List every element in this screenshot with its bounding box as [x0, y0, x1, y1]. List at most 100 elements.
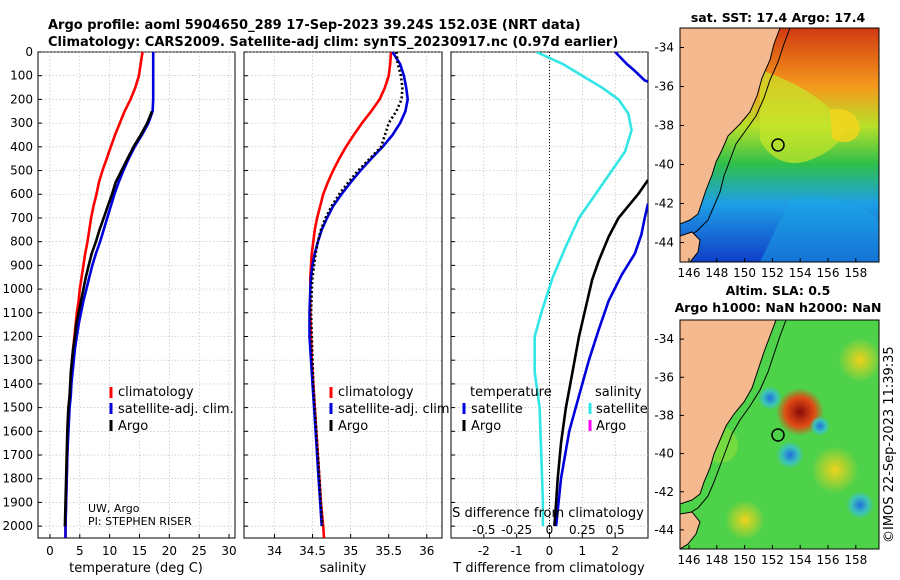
- temperature-tick-labels: 0 5 10 15 20 25 30: [46, 544, 237, 558]
- y-tick-label: 1200: [2, 329, 33, 343]
- s-difference-tick-label: 0.25: [569, 523, 596, 537]
- x-tick-label: 25: [192, 544, 207, 558]
- y-tick-label: 100: [10, 69, 33, 83]
- y-tick-label: 1700: [2, 448, 33, 462]
- x-tick-label: 15: [132, 544, 147, 558]
- credit-line2: PI: STEPHEN RISER: [88, 515, 192, 528]
- y-tick-label: 1600: [2, 424, 33, 438]
- lon-tick-label: 158: [844, 266, 867, 280]
- lon-tick-label: 148: [705, 553, 728, 567]
- sst-shelf-contour: [687, 28, 791, 239]
- x-tick-label: 36: [419, 544, 434, 558]
- y-tick-label: 1300: [2, 353, 33, 367]
- sla-map-title-line2: Argo h1000: NaN h2000: NaN: [675, 300, 882, 315]
- x-tick-label: -2: [478, 544, 490, 558]
- sst-map-title: sat. SST: 17.4 Argo: 17.4: [691, 10, 866, 25]
- salinity-panel: 34 34.5 35 35.5 36 climatology satellite-adj…: [243, 51, 454, 576]
- difference-legend: temperature satellite Argo salinity sate…: [462, 385, 648, 434]
- x-tick-label: 35.5: [375, 544, 402, 558]
- salinity-x-label: salinity: [320, 561, 367, 576]
- lat-tick-label: -44: [654, 236, 674, 250]
- lat-tick-label: -42: [654, 197, 674, 211]
- sst-lat-tick-labels: -34 -36 -38 -40 -42 -44: [654, 41, 684, 250]
- figure-title-line1: Argo profile: aoml 5904650_289 17-Sep-20…: [48, 18, 581, 33]
- x-tick-label: -1: [511, 544, 523, 558]
- sla-map-title-line1: Altim. SLA: 0.5: [726, 283, 831, 298]
- lat-tick-label: -36: [654, 80, 674, 94]
- t-difference-x-label: T difference from climatology: [452, 561, 645, 576]
- credit-line1: UW, Argo: [88, 502, 140, 515]
- series-line-s-satellite: [533, 52, 633, 527]
- difference-panel: -2 -1 0 1 2 -0.5 -0.25 0 0.25 0.5 temperature sa…: [450, 51, 649, 576]
- x-tick-label: 30: [221, 544, 236, 558]
- lon-tick-label: 152: [761, 266, 784, 280]
- x-tick-label: 10: [102, 544, 117, 558]
- sst-lon-tick-labels: 146 148 150 152 154 156 158: [678, 258, 867, 280]
- salinity-tick-labels: 34 34.5 35 35.5 36: [267, 544, 435, 558]
- s-difference-tick-labels: -0.5 -0.25 0 0.25 0.5: [472, 523, 625, 537]
- lat-tick-label: -44: [654, 523, 674, 537]
- lat-tick-label: -34: [654, 332, 674, 346]
- lon-tick-label: 152: [761, 553, 784, 567]
- y-tick-label: 600: [10, 187, 33, 201]
- lat-tick-label: -38: [654, 119, 674, 133]
- x-tick-label: 5: [76, 544, 84, 558]
- sla-map: Altim. SLA: 0.5 Argo h1000: NaN h2000: N…: [654, 283, 882, 567]
- x-tick-label: 0: [46, 544, 54, 558]
- sla-lon-tick-labels: 146 148 150 152 154 156 158: [678, 545, 867, 567]
- y-tick-label: 700: [10, 211, 33, 225]
- lat-tick-label: -40: [654, 447, 674, 461]
- y-tick-label: 300: [10, 116, 33, 130]
- y-tick-label: 2000: [2, 519, 33, 533]
- y-tick-label: 900: [10, 258, 33, 272]
- timestamp-label: ©IMOS 22-Sep-2023 11:39:35: [882, 346, 897, 543]
- sla-shelf-contour: [687, 320, 787, 515]
- legend-s-satellite-label: satellite: [596, 402, 648, 417]
- sst-land: [680, 28, 781, 225]
- legend-t-argo-label: Argo: [471, 419, 501, 434]
- lon-tick-label: 150: [733, 553, 756, 567]
- series-line-t-satellite: [554, 203, 648, 527]
- s-difference-tick-label: 0: [546, 523, 554, 537]
- legend-climatology-label: climatology: [338, 385, 414, 400]
- x-tick-label: 34: [267, 544, 282, 558]
- x-tick-label: 1: [579, 544, 587, 558]
- lon-tick-label: 154: [789, 553, 812, 567]
- lat-tick-label: -38: [654, 408, 674, 422]
- temperature-panel: 0100200300400500600700800900100011001200…: [2, 45, 236, 576]
- series-line-argo: [309, 52, 404, 527]
- legend-argo-label: Argo: [118, 419, 148, 434]
- x-tick-label: 35: [343, 544, 358, 558]
- difference-lines: [533, 52, 648, 527]
- temperature-x-label: temperature (deg C): [69, 561, 203, 576]
- x-tick-label: 0: [546, 544, 554, 558]
- y-tick-label: 1400: [2, 377, 33, 391]
- lat-tick-label: -42: [654, 485, 674, 499]
- temperature-lines: [63, 52, 155, 538]
- legend-temperature-header: temperature: [470, 385, 552, 400]
- lon-tick-label: 156: [817, 553, 840, 567]
- figure-title-line2: Climatology: CARS2009. Satellite-adj cli…: [48, 35, 618, 50]
- legend-salinity-header: salinity: [595, 385, 642, 400]
- sst-argo-location: [771, 138, 785, 152]
- x-tick-label: 2: [611, 544, 619, 558]
- depth-tick-labels: 0 100 200 300 400 500 600 700 800 900 1000 1100 1200…: [2, 45, 33, 533]
- lon-tick-label: 146: [678, 553, 701, 567]
- sla-land: [680, 320, 777, 505]
- y-tick-label: 400: [10, 140, 33, 154]
- lon-tick-label: 156: [817, 266, 840, 280]
- s-difference-tick-label: -0.25: [501, 523, 532, 537]
- legend-argo-label: Argo: [338, 419, 368, 434]
- series-line-t-satellite: [614, 52, 648, 83]
- y-tick-label: 1000: [2, 282, 33, 296]
- salinity-lines: [308, 52, 409, 538]
- y-tick-label: 1800: [2, 472, 33, 486]
- lon-tick-label: 158: [844, 553, 867, 567]
- lon-tick-label: 146: [678, 266, 701, 280]
- y-tick-label: 500: [10, 164, 33, 178]
- sla-argo-location: [771, 428, 785, 442]
- x-tick-label: 34.5: [299, 544, 326, 558]
- s-difference-axis-label: S difference from climatology: [452, 506, 644, 521]
- lon-tick-label: 150: [733, 266, 756, 280]
